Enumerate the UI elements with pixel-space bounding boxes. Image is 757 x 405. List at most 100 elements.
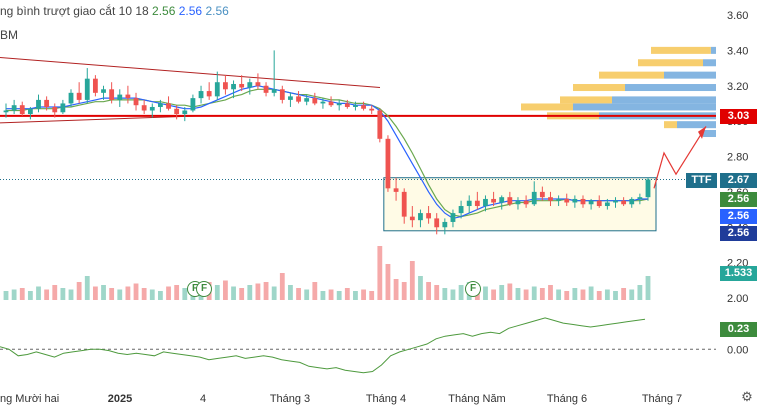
candle-body <box>304 98 310 102</box>
volume-bar <box>239 288 245 300</box>
volume-bar <box>588 286 594 300</box>
volume-bar <box>141 288 147 300</box>
volume-bar <box>418 276 423 300</box>
candle-body <box>596 200 602 207</box>
candle-body <box>531 191 537 205</box>
candle-body <box>458 206 464 214</box>
volume-profile-bar <box>573 103 716 111</box>
candle-body <box>271 89 277 93</box>
volume-bar <box>491 289 497 300</box>
volume-bar <box>304 289 310 300</box>
candle-body <box>263 85 269 93</box>
volume-bar <box>328 289 334 300</box>
gear-icon[interactable]: ⚙ <box>741 389 753 404</box>
volume-bar <box>450 289 456 300</box>
volume-bar <box>76 282 82 300</box>
volume-bar <box>36 286 41 300</box>
volume-bar <box>117 289 123 300</box>
candle-body <box>483 198 488 207</box>
candle-body <box>588 200 594 205</box>
candle-body <box>198 91 204 99</box>
volume-bar <box>182 288 188 300</box>
event-marker[interactable]: F <box>196 281 212 297</box>
ma-indicator-value-3: 2.56 <box>205 4 229 18</box>
volume-bar <box>377 246 383 300</box>
candle-body <box>133 98 139 106</box>
x-tick-label: ng Mười hai <box>0 393 59 405</box>
volume-bar <box>231 286 236 300</box>
volume-profile-bar <box>560 96 612 104</box>
candle-body <box>377 110 383 139</box>
volume-bar <box>361 289 366 300</box>
volume-bar <box>426 282 431 300</box>
volume-bar <box>157 291 163 300</box>
candle-body <box>247 82 253 88</box>
volume-bar <box>92 286 98 300</box>
candle-body <box>68 92 74 104</box>
candle-body <box>621 200 627 205</box>
volume-profile-bar <box>625 84 716 92</box>
candle-body <box>393 188 399 192</box>
candle-body <box>523 200 529 205</box>
candle-body <box>3 110 9 113</box>
volume-bar <box>60 288 66 300</box>
candle-body <box>426 213 431 219</box>
volume-bar <box>11 289 17 300</box>
candle-body <box>190 98 196 111</box>
candle-body <box>466 200 472 207</box>
volume-profile-bar <box>664 71 716 79</box>
volume-bar <box>548 285 553 300</box>
last-price-badge: 2.67 <box>720 173 757 188</box>
candle-body <box>19 105 25 115</box>
volume-bar <box>645 276 651 300</box>
y-tick-label: 3.40 <box>727 45 748 57</box>
candle-body <box>296 96 301 102</box>
candle-body <box>629 198 635 205</box>
volume-bar <box>27 291 33 300</box>
candle-body <box>361 105 366 109</box>
volume-bar <box>385 264 391 300</box>
volume-bar <box>174 285 180 300</box>
candle-body <box>214 82 220 97</box>
volume-bar <box>604 289 610 300</box>
volume-profile-bar <box>521 103 573 111</box>
volume-bar <box>109 288 115 300</box>
candle-body <box>548 197 553 201</box>
volume-bar <box>580 289 586 300</box>
candle-body <box>507 197 513 205</box>
volume-bar <box>409 261 415 300</box>
volume-bar <box>539 288 545 300</box>
volume-bar <box>507 283 513 300</box>
event-marker[interactable]: F <box>465 281 481 297</box>
candle-body <box>312 98 318 104</box>
volume-bar <box>279 273 285 300</box>
candle-body <box>231 83 236 90</box>
volume-bar <box>320 291 326 300</box>
volume-bar <box>393 279 399 300</box>
volume-bar <box>442 288 448 300</box>
volume-profile-bar <box>677 121 716 129</box>
candle-body <box>328 101 334 106</box>
volume-bar <box>483 286 488 300</box>
candle-body <box>434 218 440 228</box>
candle-body <box>401 191 407 217</box>
volume-profile-bar <box>664 121 677 129</box>
candle-body <box>60 103 66 113</box>
upper-trendline <box>0 56 381 89</box>
candle-body <box>36 99 41 109</box>
volume-profile-bar <box>651 46 711 54</box>
volume-bar <box>564 291 570 300</box>
candle-body <box>353 105 358 107</box>
volume-bar <box>369 291 375 300</box>
candle-body <box>117 94 123 100</box>
ma-indicator-value-2: 2.56 <box>178 4 203 18</box>
candle-body <box>92 78 98 93</box>
candle-body <box>206 91 212 97</box>
volume-profile-bar <box>573 84 625 92</box>
y-tick-label: 2.00 <box>727 293 748 305</box>
volume-bar <box>101 285 106 300</box>
candle-body <box>76 92 82 100</box>
candle-body <box>125 94 131 99</box>
volume-profile-bar <box>703 130 716 138</box>
